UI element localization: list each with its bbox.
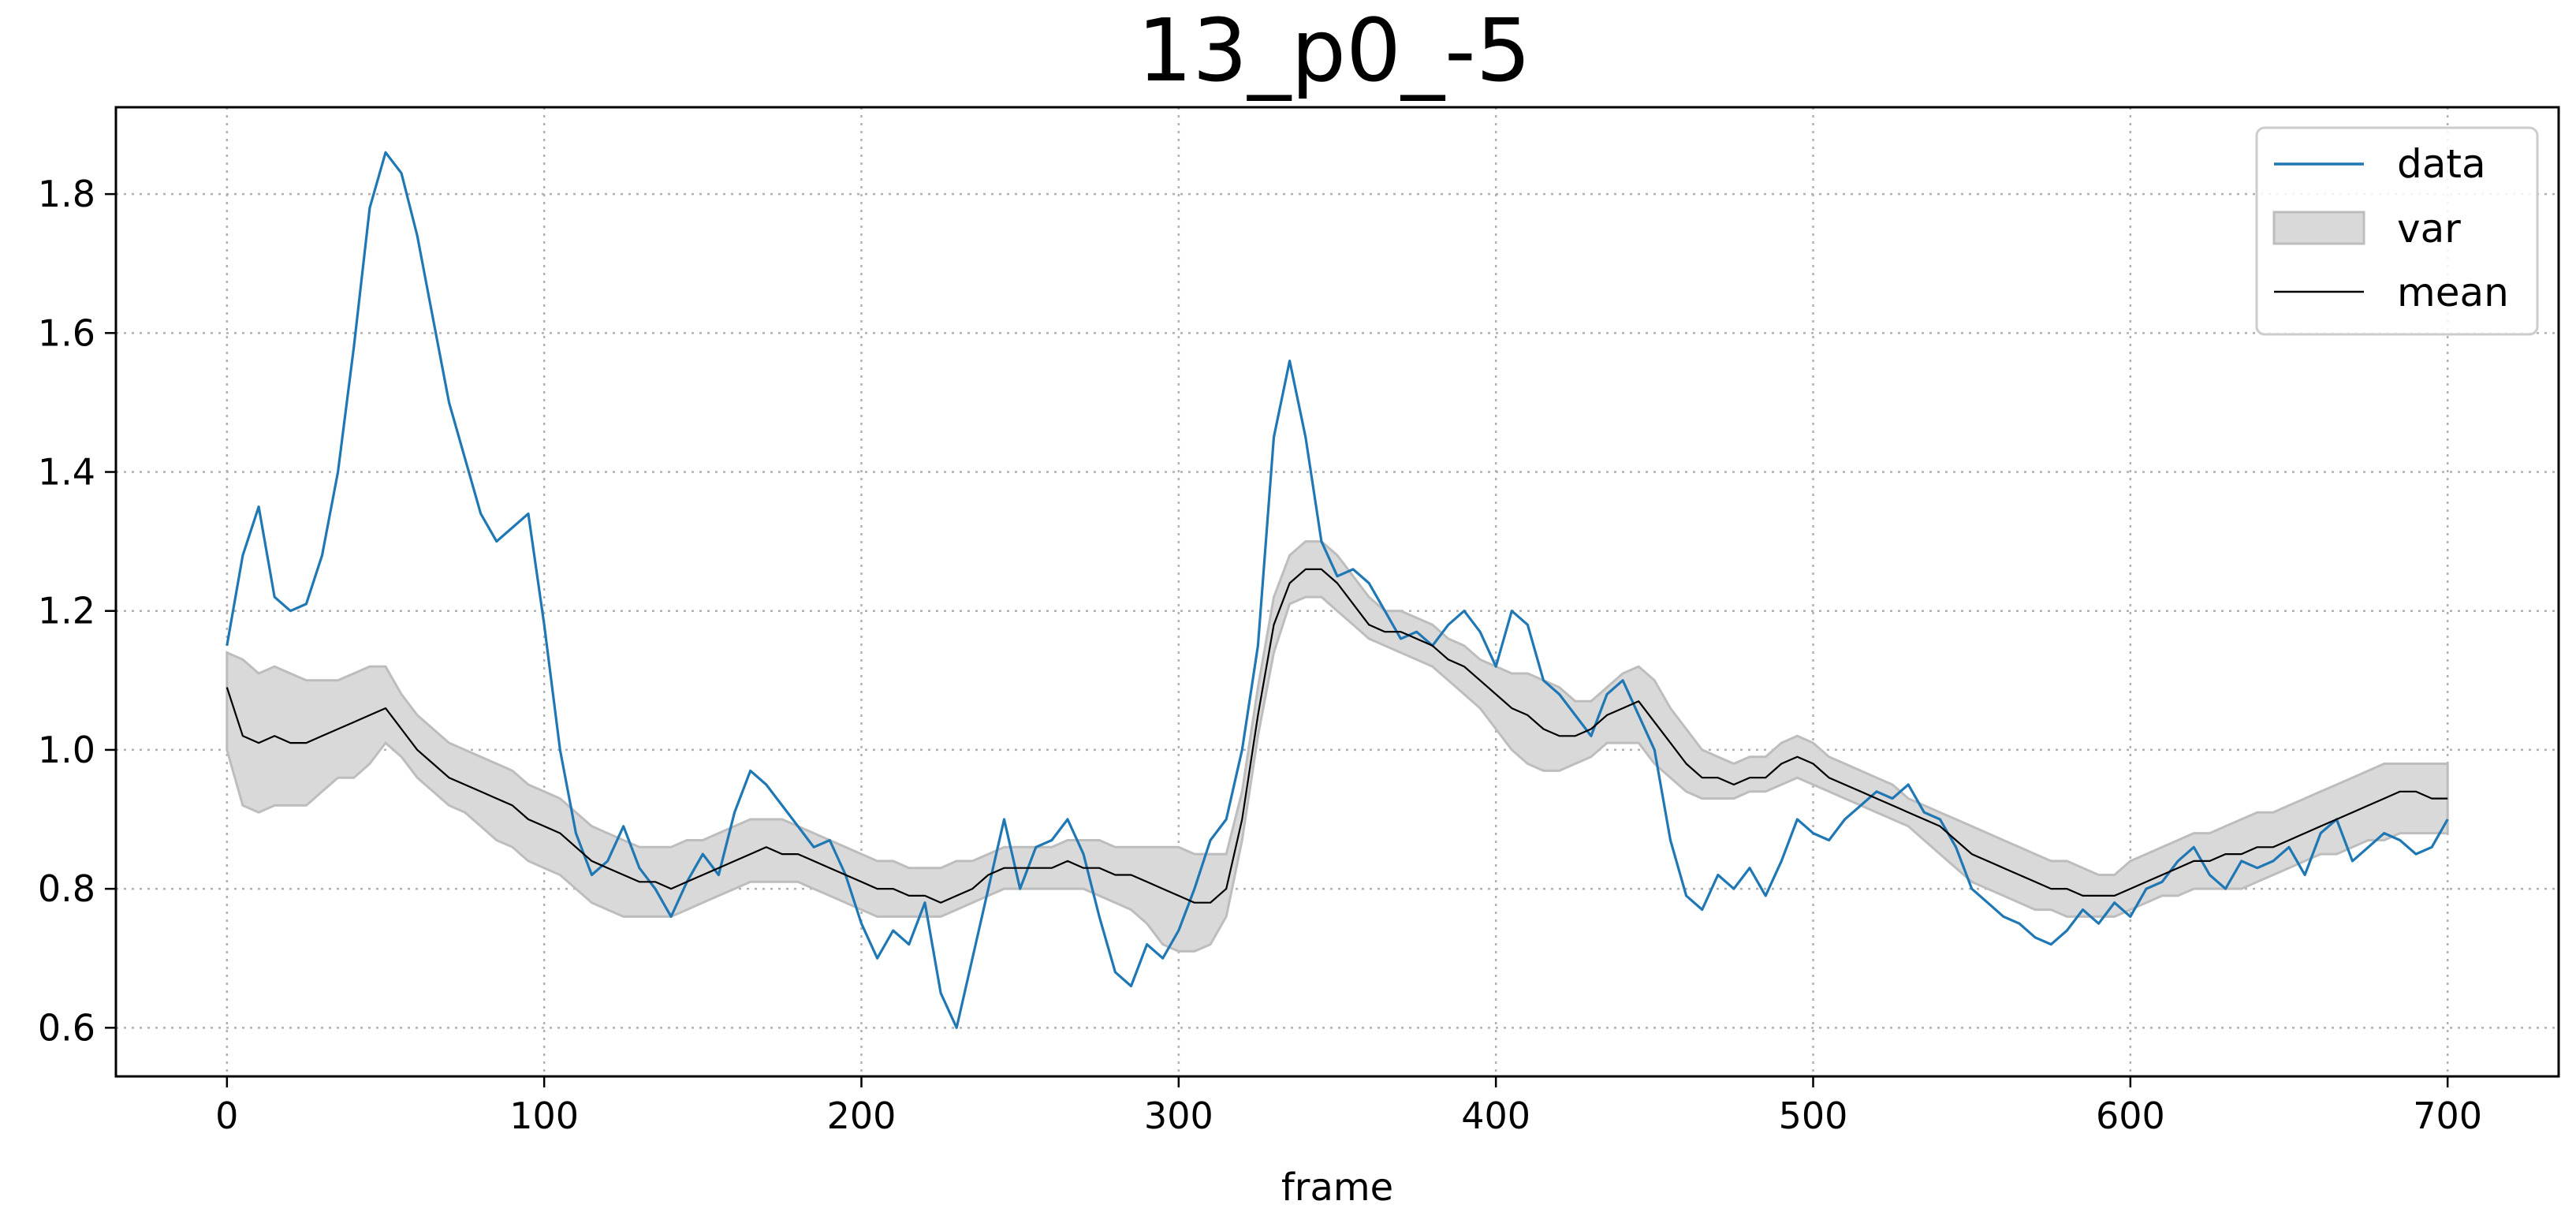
legend-label-data: data bbox=[2397, 141, 2486, 187]
legend-label-mean: mean bbox=[2397, 270, 2509, 315]
x-axis-label: frame bbox=[1281, 1165, 1393, 1210]
chart-title: 13_p0_-5 bbox=[1137, 0, 1530, 101]
legend-var-swatch bbox=[2272, 211, 2365, 245]
x-tick-label: 400 bbox=[1461, 1095, 1530, 1137]
y-tick-label: 0.6 bbox=[38, 1006, 95, 1049]
x-tick-label: 300 bbox=[1144, 1095, 1213, 1137]
x-tick-label: 600 bbox=[2096, 1095, 2165, 1137]
series-line-layer bbox=[226, 151, 2449, 1029]
x-tick-label: 100 bbox=[509, 1095, 579, 1137]
mean-series-line bbox=[226, 568, 2448, 904]
y-tick-label: 1.4 bbox=[38, 451, 95, 494]
y-tick-label: 1.0 bbox=[38, 729, 95, 771]
y-tick-label: 1.2 bbox=[38, 590, 95, 632]
y-tick-label: 0.8 bbox=[38, 867, 95, 910]
x-tick-label: 500 bbox=[1779, 1095, 1848, 1137]
legend-box bbox=[2255, 126, 2539, 336]
var-band bbox=[226, 540, 2449, 953]
data-series-line bbox=[226, 151, 2449, 1029]
legend-label-var: var bbox=[2397, 206, 2461, 252]
y-tick-label: 1.6 bbox=[38, 311, 95, 354]
plot-frame bbox=[114, 106, 2560, 1078]
x-tick-label: 200 bbox=[827, 1095, 897, 1137]
var-band-layer bbox=[226, 540, 2449, 953]
x-tick-label: 0 bbox=[215, 1095, 238, 1137]
x-tick-label: 700 bbox=[2413, 1095, 2482, 1137]
y-axis-ticks: 0.6 0.8 1.0 1.2 1.4 1.6 1.8 bbox=[38, 173, 116, 1049]
y-tick-label: 1.8 bbox=[38, 173, 95, 215]
legend: data var mean bbox=[2255, 126, 2539, 336]
x-axis-ticks: 0 100 200 300 400 500 600 700 bbox=[215, 1076, 2482, 1137]
